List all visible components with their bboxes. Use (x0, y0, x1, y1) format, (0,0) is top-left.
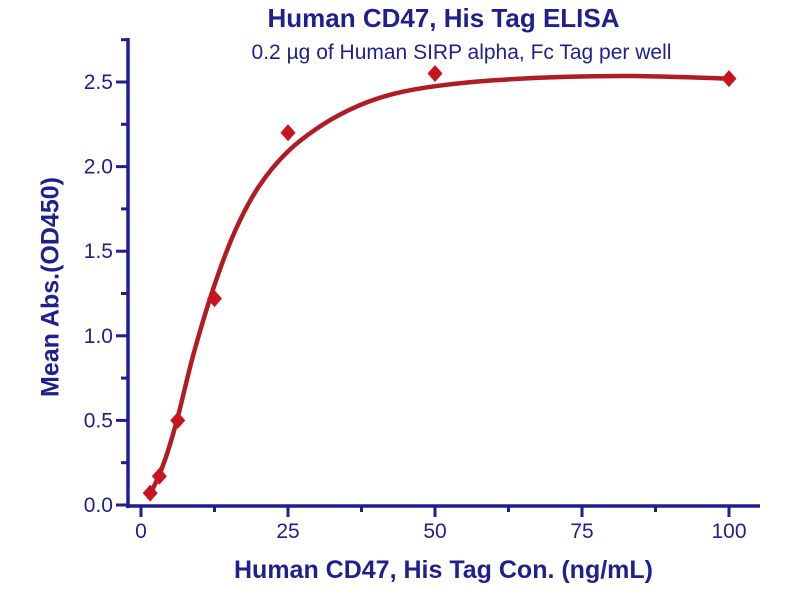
chart-title: Human CD47, His Tag ELISA (267, 3, 620, 33)
data-point-marker (207, 290, 222, 308)
x-tick-label: 0 (135, 520, 147, 543)
data-points (142, 65, 737, 502)
data-point-marker (280, 124, 296, 142)
y-tick-label: 2.0 (84, 156, 113, 179)
axes (126, 38, 760, 508)
data-point-marker (170, 411, 186, 429)
y-tick-label: 2.5 (84, 71, 113, 94)
y-tick-label: 1.5 (84, 240, 113, 263)
y-tick-label: 0.5 (84, 409, 113, 432)
tick-labels: 0.0 0.5 1.0 1.5 2.0 2.5 0 25 50 75 100 (84, 71, 747, 543)
curve-group (146, 73, 732, 498)
x-tick-label: 75 (570, 520, 593, 543)
x-tick-label: 25 (276, 520, 299, 543)
ticks (116, 38, 731, 517)
fit-curve (146, 73, 732, 498)
x-tick-label: 100 (711, 520, 746, 543)
y-tick-label: 0.0 (84, 494, 113, 517)
data-point-marker (151, 467, 167, 485)
data-point-marker (142, 484, 158, 502)
chart-subtitle: 0.2 µg of Human SIRP alpha, Fc Tag per w… (251, 41, 672, 64)
y-tick-label: 1.0 (84, 325, 113, 348)
data-point-marker (427, 65, 443, 83)
data-point-marker (721, 70, 737, 88)
x-tick-label: 50 (423, 520, 446, 543)
x-axis-label: Human CD47, His Tag Con. (ng/mL) (234, 556, 653, 584)
